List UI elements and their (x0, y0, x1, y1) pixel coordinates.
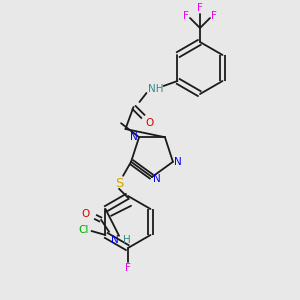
Text: N: N (153, 174, 161, 184)
Text: O: O (146, 118, 154, 128)
Text: H: H (123, 235, 131, 245)
Text: N: N (174, 157, 182, 167)
Text: F: F (211, 11, 217, 21)
Text: F: F (197, 3, 203, 13)
Text: N: N (111, 235, 119, 245)
Text: N: N (130, 132, 138, 142)
Text: O: O (81, 209, 89, 219)
Text: S: S (115, 177, 123, 190)
Text: NH: NH (148, 84, 163, 94)
Text: Cl: Cl (78, 225, 89, 235)
Text: F: F (183, 11, 189, 21)
Text: F: F (125, 263, 131, 273)
